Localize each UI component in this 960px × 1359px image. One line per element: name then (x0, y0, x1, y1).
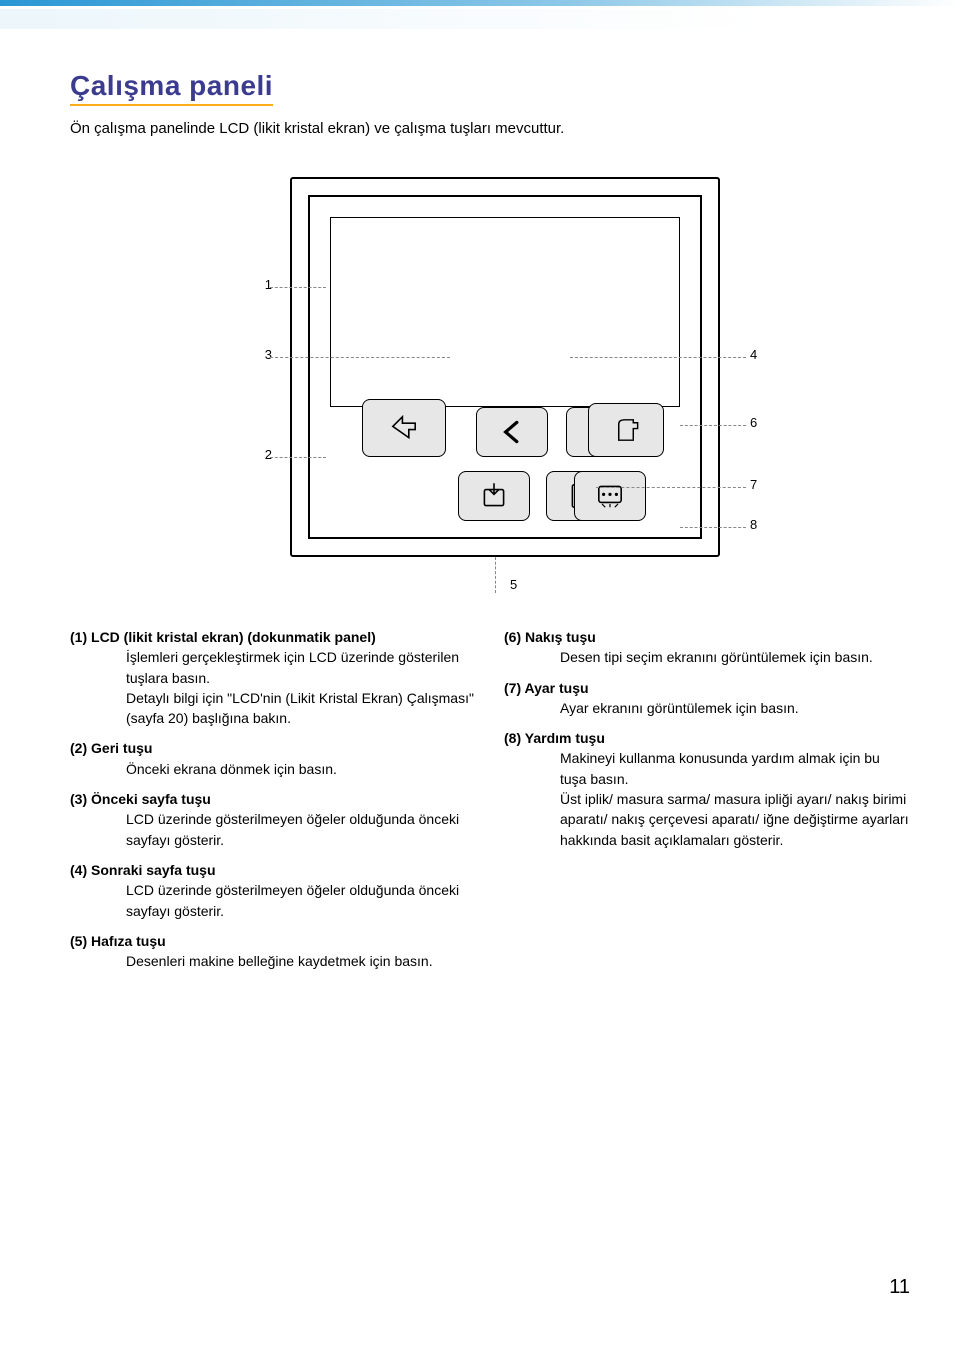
panel-outer (290, 177, 720, 557)
item-6-body: Desen tipi seçim ekranını görüntülemek i… (532, 647, 910, 667)
item-8-num: (8) (504, 730, 521, 746)
callout-1-num: 1 (265, 277, 272, 292)
callout-6-line (680, 425, 746, 426)
callout-6-num: 6 (750, 415, 757, 430)
callout-5-line (495, 557, 496, 593)
callout-7-line (596, 487, 746, 488)
embroidery-icon (610, 414, 642, 446)
item-8: (8) Yardım tuşu Makineyi kullanma konusu… (504, 728, 910, 850)
item-6-title: Nakış tuşu (525, 629, 596, 645)
callout-8-line (680, 527, 746, 528)
item-5-title: Hafıza tuşu (91, 933, 166, 949)
chevron-left-icon (496, 416, 528, 448)
memory-button (458, 471, 530, 521)
item-7-title: Ayar tuşu (525, 680, 589, 696)
callout-4: 4 (750, 347, 774, 371)
item-5-body: Desenleri makine belleğine kaydetmek içi… (98, 951, 476, 971)
item-8-body: Makineyi kullanma konusunda yardım almak… (532, 748, 910, 849)
header-accent (0, 0, 960, 6)
item-2-body: Önceki ekrana dönmek için basın. (98, 759, 476, 779)
item-1-title: LCD (likit kristal ekran) (dokunmatik pa… (91, 629, 376, 645)
help-icon (594, 480, 626, 512)
item-3-body: LCD üzerinde gösterilmeyen öğeler olduğu… (98, 809, 476, 850)
item-6: (6) Nakış tuşu Desen tipi seçim ekranını… (504, 627, 910, 668)
callout-7: 7 (750, 477, 774, 501)
left-column: (1) LCD (likit kristal ekran) (dokunmati… (70, 627, 476, 981)
help-button (574, 471, 646, 521)
item-2-num: (2) (70, 740, 87, 756)
item-4-title: Sonraki sayfa tuşu (91, 862, 216, 878)
item-2: (2) Geri tuşu Önceki ekrana dönmek için … (70, 738, 476, 779)
item-8-title: Yardım tuşu (525, 730, 605, 746)
item-4-num: (4) (70, 862, 87, 878)
callout-3-line (270, 357, 450, 358)
lcd-screen (330, 217, 680, 407)
callout-6: 6 (750, 415, 774, 439)
callout-1-line (270, 287, 326, 288)
item-4-body: LCD üzerinde gösterilmeyen öğeler olduğu… (98, 880, 476, 921)
memory-icon (478, 480, 510, 512)
back-button (362, 399, 446, 457)
item-7: (7) Ayar tuşu Ayar ekranını görüntülemek… (504, 678, 910, 719)
callout-1: 1 (248, 277, 272, 301)
item-2-title: Geri tuşu (91, 740, 152, 756)
callout-4-line (570, 357, 746, 358)
callout-2-num: 2 (265, 447, 272, 462)
callout-2: 2 (248, 447, 272, 471)
item-6-num: (6) (504, 629, 521, 645)
item-1-num: (1) (70, 629, 87, 645)
embroidery-button (588, 403, 664, 457)
item-5: (5) Hafıza tuşu Desenleri makine belleği… (70, 931, 476, 972)
page-number: 11 (889, 1276, 910, 1299)
back-arrow-icon (388, 412, 420, 444)
title-underline: Çalışma paneli (70, 70, 273, 106)
prev-page-button (476, 407, 548, 457)
callout-8: 8 (750, 517, 774, 541)
page-content: Çalışma paneli Ön çalışma panelinde LCD … (70, 70, 910, 981)
item-4: (4) Sonraki sayfa tuşu LCD üzerinde göst… (70, 860, 476, 921)
callout-8-num: 8 (750, 517, 757, 532)
item-3-num: (3) (70, 791, 87, 807)
callout-2-line (270, 457, 326, 458)
item-3: (3) Önceki sayfa tuşu LCD üzerinde göste… (70, 789, 476, 850)
description-columns: (1) LCD (likit kristal ekran) (dokunmati… (70, 627, 910, 981)
item-3-title: Önceki sayfa tuşu (91, 791, 211, 807)
callout-3-num: 3 (265, 347, 272, 362)
callout-7-num: 7 (750, 477, 757, 492)
right-column: (6) Nakış tuşu Desen tipi seçim ekranını… (504, 627, 910, 981)
panel-diagram: 1 2 3 4 5 6 7 8 (140, 167, 840, 597)
callout-3: 3 (248, 347, 272, 371)
callout-5: 5 (510, 577, 534, 601)
item-7-body: Ayar ekranını görüntülemek için basın. (532, 698, 910, 718)
page-title: Çalışma paneli (70, 70, 273, 102)
item-7-num: (7) (504, 680, 521, 696)
item-1-body: İşlemleri gerçekleştirmek için LCD üzeri… (98, 647, 476, 728)
page-subtitle: Ön çalışma panelinde LCD (likit kristal … (70, 120, 910, 137)
item-1: (1) LCD (likit kristal ekran) (dokunmati… (70, 627, 476, 728)
item-5-num: (5) (70, 933, 87, 949)
callout-4-num: 4 (750, 347, 757, 362)
callout-5-num: 5 (510, 577, 517, 592)
